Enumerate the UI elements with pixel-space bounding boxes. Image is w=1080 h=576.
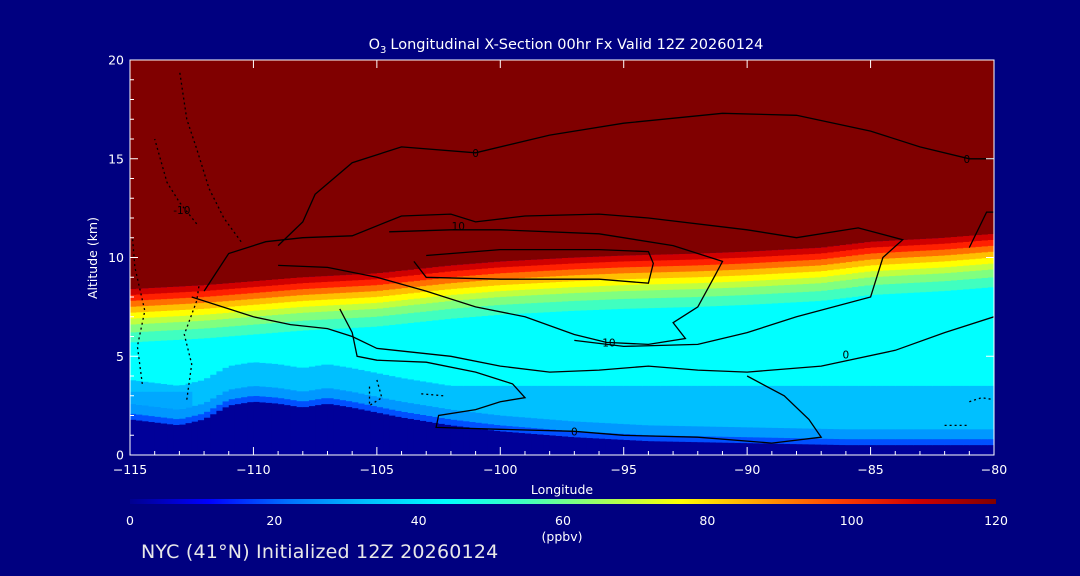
contour-lines [131,69,994,444]
x-axis: −115 −110 −105 −100 −95 −90 −85 −80 [113,60,1007,477]
plot-area [130,60,994,455]
colorbar-tick-label: 120 [984,513,1008,528]
x-tick-label: −105 [360,462,394,477]
y-tick-label: 0 [116,448,124,463]
x-tick-label: −90 [734,462,760,477]
contour-line [413,248,654,284]
x-tick-label: −80 [981,462,1007,477]
contour-label: 0 [964,154,971,166]
colorbar-tick-label: 100 [840,513,864,528]
contour-line [191,296,994,373]
contour-label: 0 [472,148,479,160]
contour-line-dashed [421,393,444,397]
contour-line-dashed [183,285,200,400]
colorbar-tick-label: 40 [411,513,427,528]
contour-line-dashed [969,397,994,403]
contour-label: -10 [173,205,190,217]
y-tick-label: 10 [108,250,124,265]
contour-line-dashed [368,379,383,407]
x-axis-label: Longitude [531,482,593,497]
y-axis: 0 5 10 15 20 [108,53,994,463]
y-tick-label: 5 [116,349,124,364]
colorbar-ticks: 0 20 40 60 80 100 120 [126,513,1008,528]
y-tick-label: 15 [108,151,124,166]
contour-label: 10 [452,221,465,233]
colorbar-tick-label: 80 [699,513,715,528]
colorbar-tick-label: 20 [266,513,282,528]
x-tick-label: −100 [483,462,517,477]
colorbar-tick-label: 0 [126,513,134,528]
x-tick-label: −85 [857,462,883,477]
contour-line [277,112,994,247]
contour-line-dashed [131,237,146,384]
colorbar-tick-label: 60 [555,513,571,528]
contour-label: 0 [843,349,850,361]
contour-label: 10 [602,337,615,349]
contour-label: 0 [571,426,578,438]
footer-initialized: NYC (41°N) Initialized 12Z 20260124 [141,541,499,563]
contour-line [968,211,994,248]
contour-line [339,308,823,444]
contour-labels: 0 0 10 10 0 0 -10 [173,148,970,438]
contour-line [278,229,724,346]
colorbar [130,499,996,504]
colorbar-label: (ppbv) [542,529,583,544]
x-tick-label: −115 [113,462,147,477]
contour-line [203,213,905,348]
y-axis-label: Altitude (km) [85,217,100,299]
chart-title: O3 Longitudinal X-Section 00hr Fx Valid 1… [369,37,764,56]
y-tick-label: 20 [108,53,124,68]
title-text: Longitudinal X-Section 00hr Fx Valid 12Z… [390,37,763,53]
title-prefix: O [369,37,380,53]
x-tick-label: −95 [611,462,637,477]
title-subscript: 3 [380,45,386,56]
x-tick-label: −110 [236,462,270,477]
